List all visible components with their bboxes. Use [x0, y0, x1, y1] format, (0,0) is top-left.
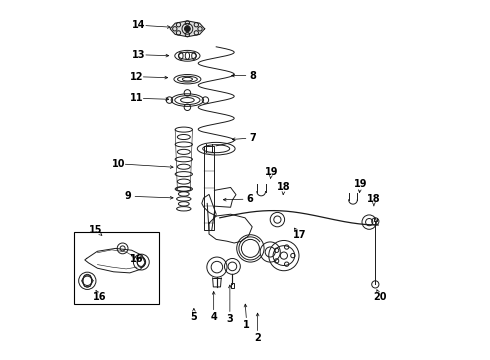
Text: 17: 17: [293, 230, 306, 240]
Text: 3: 3: [226, 314, 233, 324]
Text: 19: 19: [353, 179, 367, 189]
Bar: [204, 146, 215, 230]
Text: 15: 15: [89, 225, 103, 235]
Text: 18: 18: [367, 194, 381, 204]
Text: 18: 18: [277, 182, 291, 192]
Text: 20: 20: [373, 292, 387, 302]
Bar: [74, 232, 159, 304]
Text: 13: 13: [132, 50, 146, 60]
Text: 1: 1: [244, 320, 250, 330]
Text: 9: 9: [124, 191, 131, 201]
Circle shape: [185, 26, 190, 32]
Text: 7: 7: [249, 133, 256, 143]
Polygon shape: [170, 21, 205, 37]
Text: 16: 16: [93, 292, 107, 302]
Bar: [231, 283, 234, 288]
Text: 11: 11: [129, 93, 143, 103]
Text: 8: 8: [249, 71, 256, 81]
Text: 12: 12: [129, 72, 143, 82]
Text: 2: 2: [254, 333, 261, 343]
Text: 14: 14: [132, 20, 146, 30]
Text: 5: 5: [191, 312, 197, 322]
Text: 6: 6: [246, 194, 253, 204]
Text: 16: 16: [130, 254, 144, 264]
Text: 10: 10: [112, 159, 125, 169]
Text: 19: 19: [265, 167, 278, 177]
Text: 4: 4: [210, 312, 217, 322]
